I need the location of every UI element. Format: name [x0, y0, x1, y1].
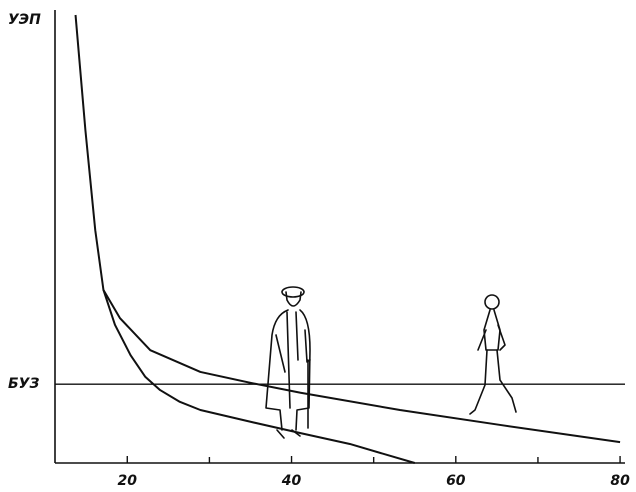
x-tick-label: 20: [118, 473, 138, 489]
chart: УЭП 20 40 60 80 БУЗ: [0, 0, 636, 492]
x-tick-label: 60: [446, 473, 466, 489]
runner-figure: [470, 295, 516, 414]
reference-label: БУЗ: [8, 376, 39, 392]
x-tick-label: 80: [610, 473, 630, 489]
curve: [103, 290, 414, 463]
y-axis-label: УЭП: [8, 12, 41, 28]
curve: [76, 15, 621, 442]
x-tick-label: 40: [281, 473, 302, 489]
old-man-figure: [266, 287, 310, 438]
